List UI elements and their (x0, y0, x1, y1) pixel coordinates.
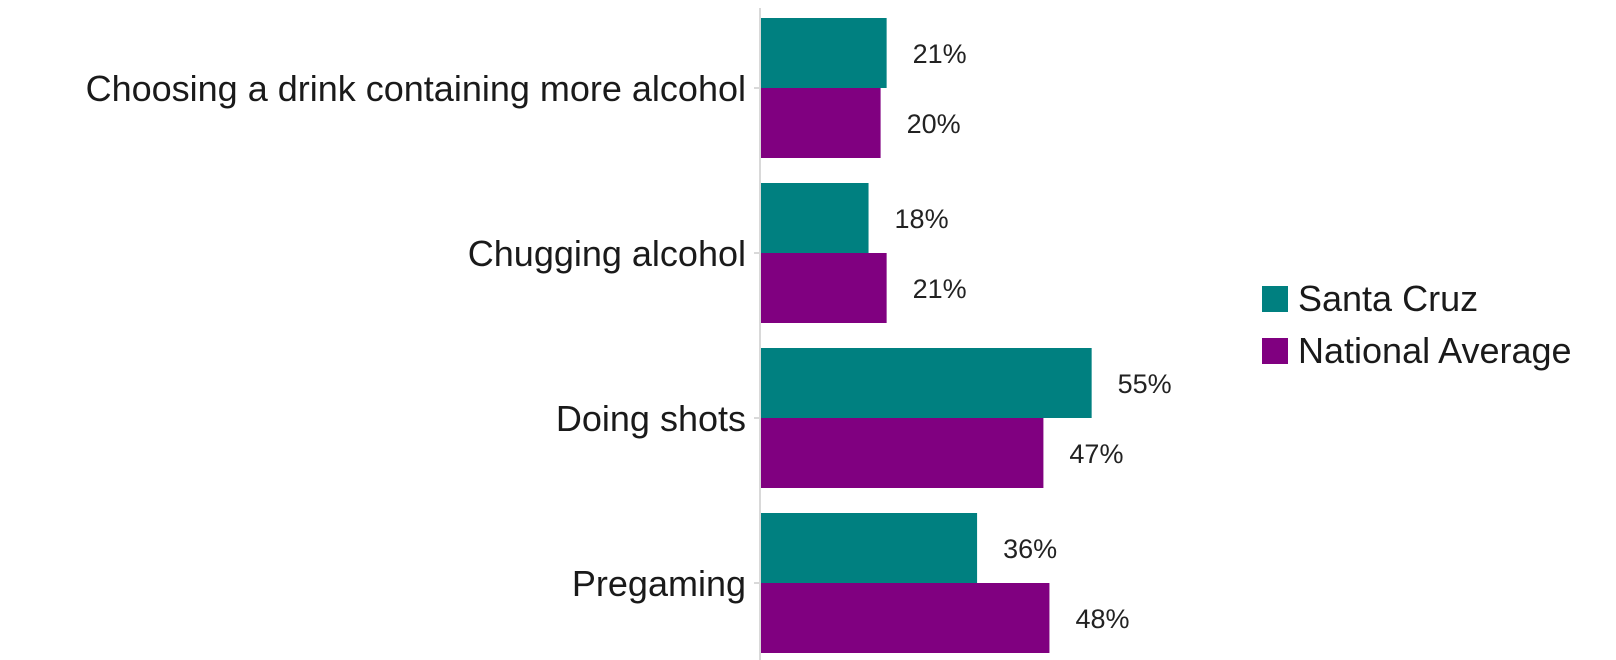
bars-layer (760, 18, 1092, 653)
bar-national-average-choosing-a-drink-containing-more-alcohol (760, 88, 881, 158)
bar-national-average-pregaming (760, 583, 1050, 653)
bar-santa-cruz-doing-shots (760, 348, 1092, 418)
category-label-pregaming: Pregaming (572, 563, 746, 604)
data-label-national-average-choosing-a-drink-containing-more-alcohol: 20% (907, 109, 961, 139)
labels-layer: 21% 20% Choosing a drink containing more a… (86, 39, 1172, 634)
legend-swatch-santa-cruz (1262, 286, 1288, 312)
bar-santa-cruz-choosing-a-drink-containing-more-alcohol (760, 18, 887, 88)
category-label-chugging-alcohol: Chugging alcohol (468, 233, 746, 274)
data-label-santa-cruz-chugging-alcohol: 18% (895, 204, 949, 234)
legend-label-santa-cruz: Santa Cruz (1298, 278, 1478, 319)
category-label-choosing-a-drink-containing-more-alcohol: Choosing a drink containing more alcohol (86, 68, 746, 109)
legend-swatch-national-average (1262, 338, 1288, 364)
legend: Santa Cruz National Average (1262, 278, 1572, 371)
bar-national-average-doing-shots (760, 418, 1044, 488)
legend-label-national-average: National Average (1298, 330, 1572, 371)
bar-national-average-chugging-alcohol (760, 253, 887, 323)
data-label-santa-cruz-pregaming: 36% (1003, 534, 1057, 564)
axis-layer (754, 8, 761, 660)
bar-santa-cruz-pregaming (760, 513, 978, 583)
data-label-national-average-pregaming: 48% (1075, 604, 1129, 634)
data-label-santa-cruz-doing-shots: 55% (1118, 369, 1172, 399)
data-label-national-average-chugging-alcohol: 21% (913, 274, 967, 304)
bar-santa-cruz-chugging-alcohol (760, 183, 869, 253)
category-label-doing-shots: Doing shots (556, 398, 746, 439)
data-label-santa-cruz-choosing-a-drink-containing-more-alcohol: 21% (913, 39, 967, 69)
data-label-national-average-doing-shots: 47% (1069, 439, 1123, 469)
